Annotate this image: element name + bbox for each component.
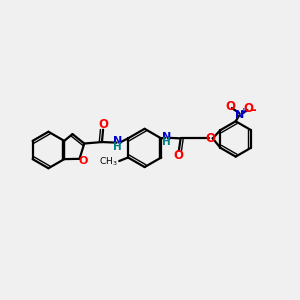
Text: O: O xyxy=(206,132,215,145)
Text: O: O xyxy=(98,118,108,131)
Text: O: O xyxy=(79,156,88,166)
Text: O: O xyxy=(174,149,184,162)
Text: N: N xyxy=(235,110,244,120)
Text: N: N xyxy=(162,132,171,142)
Text: -: - xyxy=(250,103,256,117)
Text: O: O xyxy=(243,102,253,115)
Text: CH$_3$: CH$_3$ xyxy=(99,155,117,168)
Text: H: H xyxy=(162,137,171,147)
Text: H: H xyxy=(113,142,122,152)
Text: +: + xyxy=(239,107,247,116)
Text: O: O xyxy=(225,100,236,113)
Text: N: N xyxy=(113,136,122,146)
